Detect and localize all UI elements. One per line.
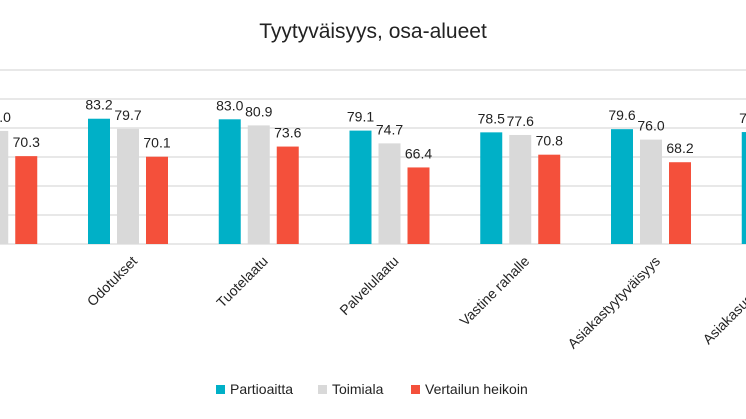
- bar-vertailun-heikoin: [146, 156, 168, 244]
- data-label: 79.7: [114, 107, 141, 123]
- category-label: Asiakasuskollisuus: [699, 253, 746, 347]
- data-label: 79.0: [0, 109, 11, 125]
- bar-vertailun-heikoin: [276, 146, 299, 244]
- bar-vertailun-heikoin: [407, 167, 430, 244]
- bar-vertailun-heikoin: [15, 156, 38, 244]
- data-label: 83.0: [216, 97, 243, 113]
- bar-partioaitta: [218, 119, 241, 244]
- category-label: Tuotelaatu: [213, 253, 271, 311]
- data-label: 80.9: [245, 103, 272, 119]
- bar-toimiala: [117, 128, 139, 244]
- data-label: 70.1: [143, 135, 170, 151]
- category-labels: Odotukset Tuotelaatu Palvelulaatu Vastine r…: [84, 253, 746, 352]
- bar-partioaitta: [741, 132, 746, 244]
- bar-vertailun-heikoin: [669, 162, 691, 244]
- legend-swatch: [318, 385, 327, 394]
- bar-toimiala: [0, 130, 9, 244]
- chart-title: Tyytyväisyys, osa-alueet: [259, 20, 487, 43]
- data-label: 73.6: [274, 125, 301, 141]
- data-label: 79.1: [347, 109, 374, 125]
- legend-label: Toimiala: [332, 381, 384, 397]
- legend: Partioaitta Toimiala Vertailun heikoin: [216, 381, 528, 397]
- data-label: 70.8: [536, 133, 563, 149]
- bar-toimiala: [509, 134, 532, 244]
- data-label: 77.6: [507, 113, 534, 129]
- data-label: 79.6: [608, 107, 635, 123]
- bar-toimiala: [378, 143, 401, 244]
- data-label: 78.6: [739, 110, 746, 126]
- legend-swatch: [411, 385, 420, 394]
- legend-label: Partioaitta: [230, 381, 293, 397]
- bar-partioaitta: [611, 129, 633, 244]
- bar-toimiala: [247, 125, 270, 244]
- data-label: 68.2: [666, 140, 693, 156]
- data-label: 74.7: [376, 121, 403, 137]
- legend-swatch: [216, 385, 225, 394]
- legend-label: Vertailun heikoin: [425, 381, 528, 397]
- data-label: 76.0: [637, 118, 664, 134]
- bar-partioaitta: [480, 132, 503, 244]
- bar-vertailun-heikoin: [538, 154, 561, 244]
- bar-toimiala: [640, 139, 662, 244]
- category-label: Asiakastyytyväisyys: [564, 253, 663, 352]
- data-label: 83.2: [85, 97, 112, 113]
- bars: [0, 118, 746, 244]
- data-label: 78.5: [478, 110, 505, 126]
- data-labels: 79.070.3 83.279.770.1 83.080.973.6 79.174.7…: [0, 97, 746, 162]
- data-label: 70.3: [13, 134, 40, 150]
- data-label: 66.4: [405, 145, 432, 161]
- category-label: Odotukset: [84, 253, 141, 310]
- category-label: Palvelulaatu: [336, 253, 401, 318]
- bar-partioaitta: [349, 130, 372, 244]
- bar-partioaitta: [88, 118, 110, 244]
- category-label: Vastine rahalle: [456, 253, 532, 329]
